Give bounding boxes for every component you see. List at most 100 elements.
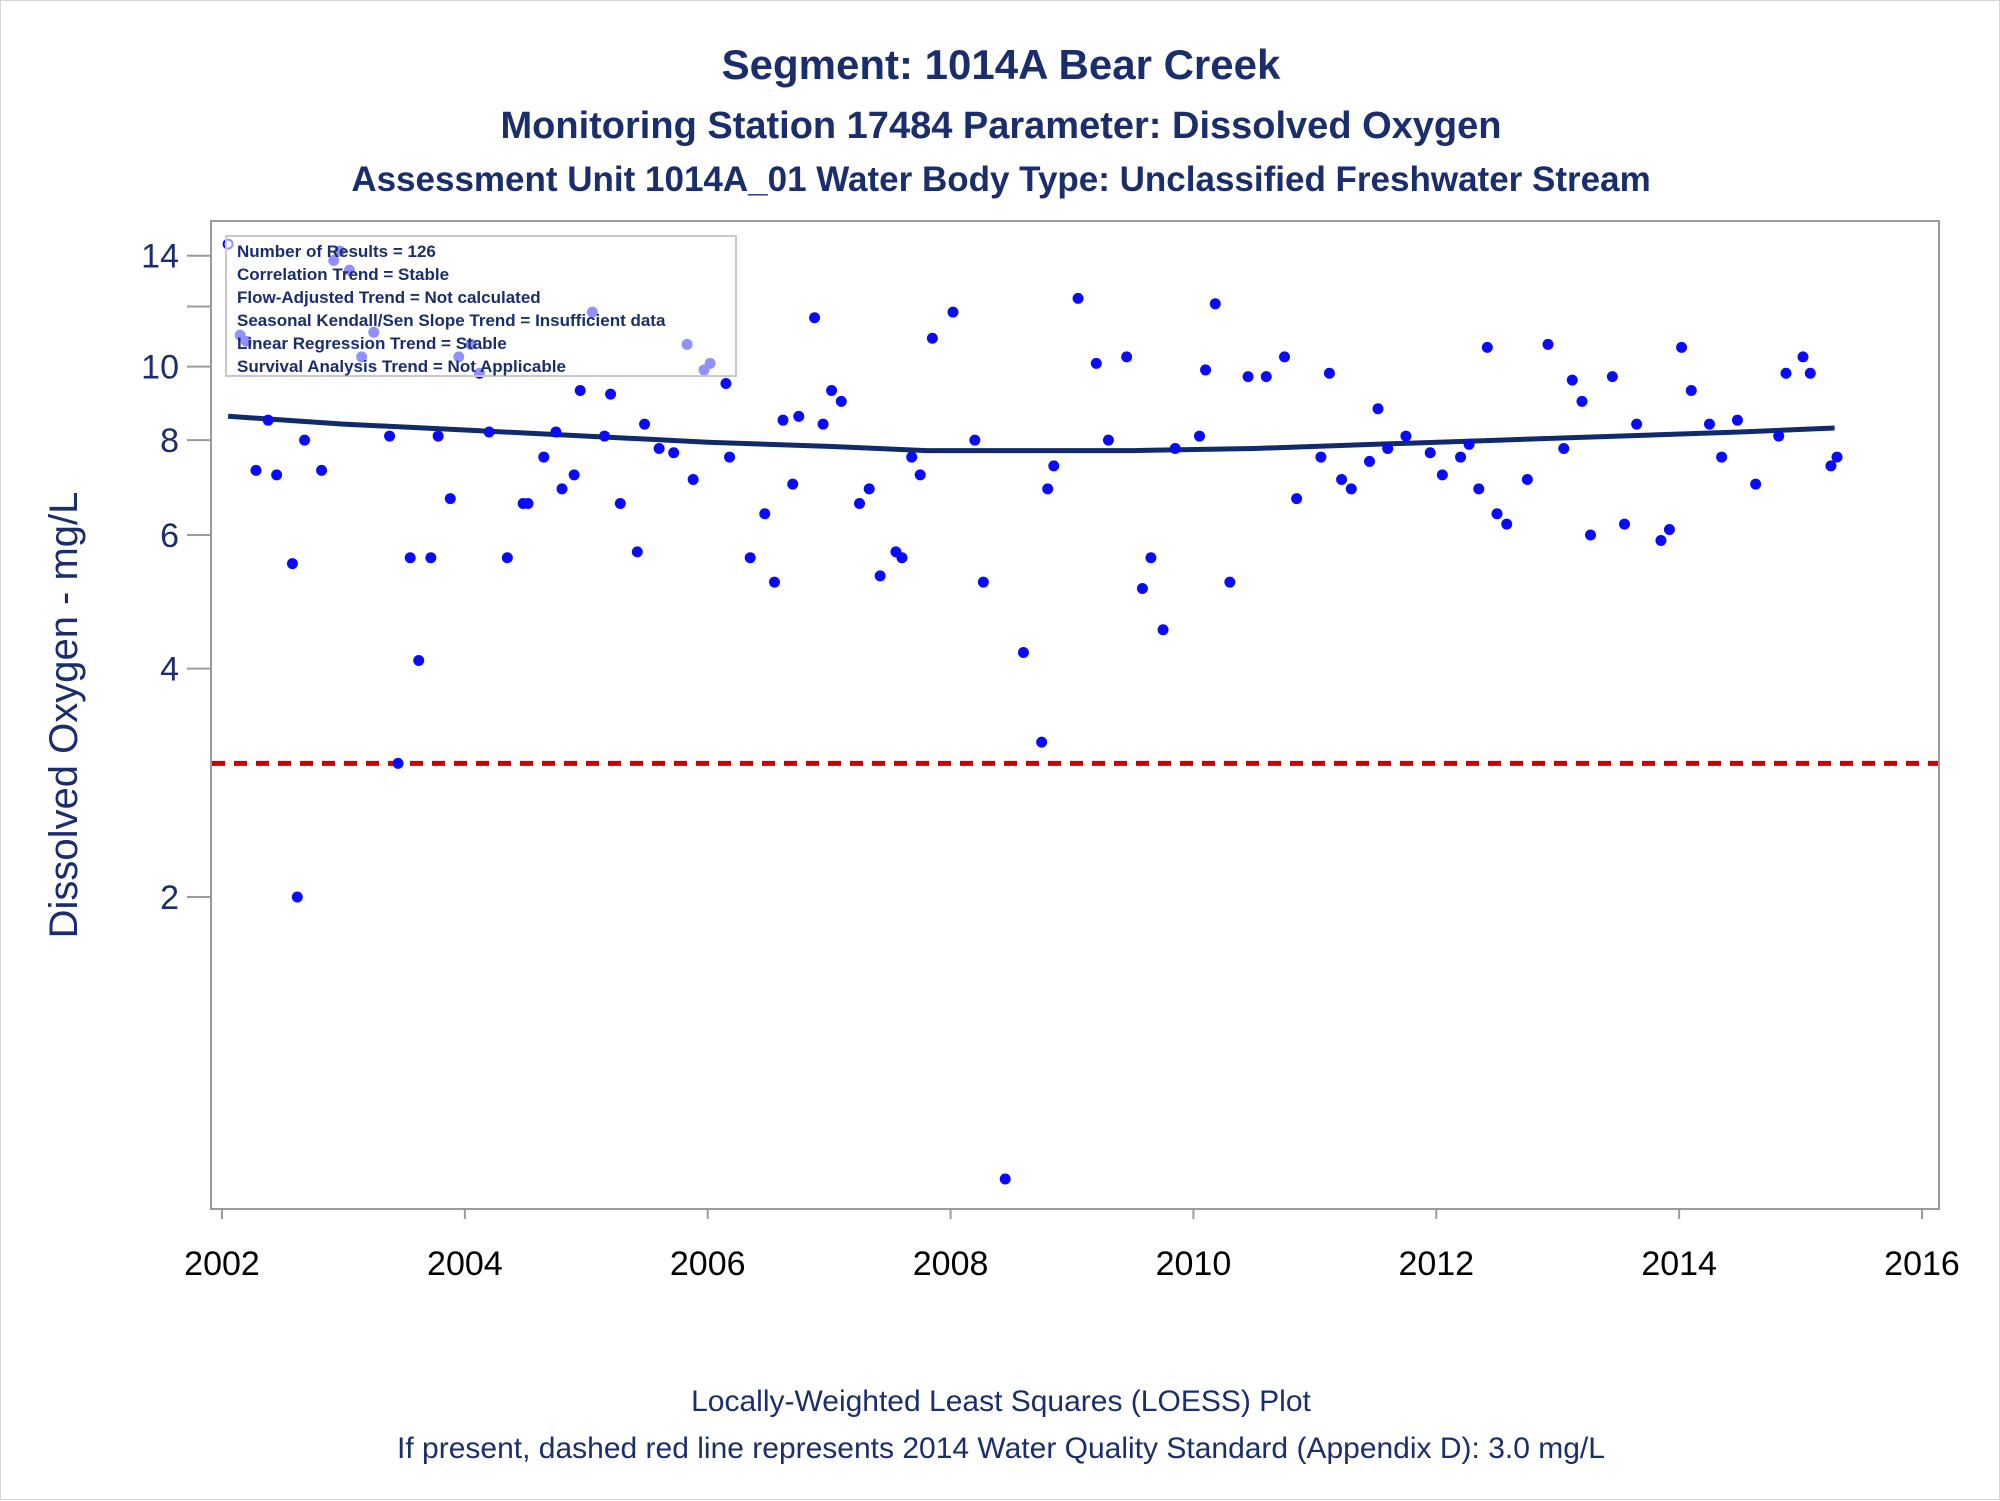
x-tick-label: 2006 (670, 1245, 746, 1283)
data-point (1804, 367, 1816, 379)
data-point (522, 498, 534, 510)
data-point (425, 552, 437, 564)
data-point (1473, 483, 1485, 495)
data-point (863, 483, 875, 495)
data-point (777, 414, 789, 426)
data-point (1780, 367, 1792, 379)
data-point (787, 478, 799, 490)
data-point (1797, 351, 1809, 363)
data-point (1831, 451, 1843, 463)
x-axis: 2002 2004 2006 2008 2010 2012 2014 2016 (184, 1208, 1960, 1283)
data-point (271, 469, 283, 481)
data-point (809, 312, 821, 324)
data-point (1364, 455, 1375, 467)
data-point (1382, 443, 1394, 455)
data-point (1036, 736, 1048, 748)
stats-legend-box (225, 235, 737, 377)
data-point (914, 469, 926, 481)
data-point (568, 469, 580, 481)
data-point (1521, 473, 1533, 485)
x-tick-label: 2012 (1398, 1245, 1474, 1283)
data-point (687, 473, 699, 485)
data-point (1136, 583, 1148, 595)
data-point (413, 654, 425, 666)
data-point (947, 306, 959, 318)
data-point (1424, 447, 1436, 459)
data-point (1731, 414, 1743, 426)
data-point (1017, 647, 1029, 659)
data-points (222, 238, 1843, 1185)
loess-trend-line (227, 413, 1835, 454)
data-point (1704, 418, 1715, 430)
data-point (556, 483, 568, 495)
data-point (1400, 430, 1412, 442)
data-point (432, 430, 444, 442)
data-point (1558, 443, 1570, 455)
data-point (1576, 395, 1588, 407)
data-point (483, 426, 495, 438)
data-point (1619, 518, 1630, 530)
data-point (250, 464, 262, 476)
data-point (286, 558, 298, 570)
data-point (1631, 418, 1643, 430)
y-tick-label: 10 (141, 349, 179, 387)
data-point (1372, 403, 1384, 415)
data-point (769, 576, 780, 588)
x-tick-label: 2016 (1884, 1245, 1960, 1283)
data-point (744, 552, 756, 564)
chart-title: Segment: 1014A Bear Creek (722, 41, 1281, 88)
data-point (1463, 438, 1475, 450)
data-point (1773, 430, 1785, 442)
data-point (262, 414, 274, 426)
stat-survival-analysis-trend: Survival Analysis Trend = Not Applicable (237, 357, 566, 376)
y-axis: 2 4 6 8 10 14 (141, 238, 211, 917)
data-point (896, 552, 908, 564)
data-point (1455, 451, 1467, 463)
data-point (874, 570, 886, 582)
x-tick-label: 2014 (1641, 1245, 1717, 1283)
data-point (720, 378, 732, 390)
stat-flow-adjusted-trend: Flow-Adjusted Trend = Not calculated (237, 288, 541, 307)
data-point (1825, 460, 1837, 472)
data-point (1481, 341, 1493, 353)
data-point (639, 418, 651, 430)
data-point (1676, 341, 1688, 353)
data-point (817, 418, 829, 430)
data-point (1663, 524, 1675, 536)
data-point (1157, 624, 1169, 636)
data-point (1145, 552, 1157, 564)
data-point (384, 430, 396, 442)
data-point (1169, 443, 1181, 455)
data-point (1042, 483, 1054, 495)
data-point (1260, 371, 1272, 383)
data-point (1685, 385, 1697, 397)
data-point (969, 434, 981, 446)
data-point (1323, 367, 1335, 379)
y-tick-label: 6 (160, 517, 179, 555)
data-point (501, 552, 513, 564)
data-point (835, 395, 847, 407)
data-point (631, 546, 643, 558)
y-tick-label: 14 (141, 238, 179, 276)
data-point (614, 498, 626, 510)
stat-correlation-trend: Correlation Trend = Stable (237, 265, 449, 284)
data-point (793, 410, 805, 422)
data-point (653, 443, 665, 455)
data-point (1242, 371, 1254, 383)
data-point (538, 451, 550, 463)
data-point (1102, 434, 1114, 446)
data-point (291, 891, 303, 903)
data-point (605, 388, 617, 400)
data-point (1291, 493, 1303, 505)
stats-legend: Number of Results = 126 Correlation Tren… (225, 235, 737, 377)
x-tick-label: 2004 (427, 1245, 503, 1283)
x-tick-label: 2002 (184, 1245, 260, 1283)
stat-seasonal-kendall-trend: Seasonal Kendall/Sen Slope Trend = Insuf… (237, 311, 666, 330)
data-point (316, 464, 328, 476)
data-point (1501, 518, 1513, 530)
data-point (759, 508, 771, 520)
data-point (1566, 374, 1578, 386)
stat-number-of-results: Number of Results = 126 (237, 242, 436, 261)
data-point (1072, 292, 1084, 304)
